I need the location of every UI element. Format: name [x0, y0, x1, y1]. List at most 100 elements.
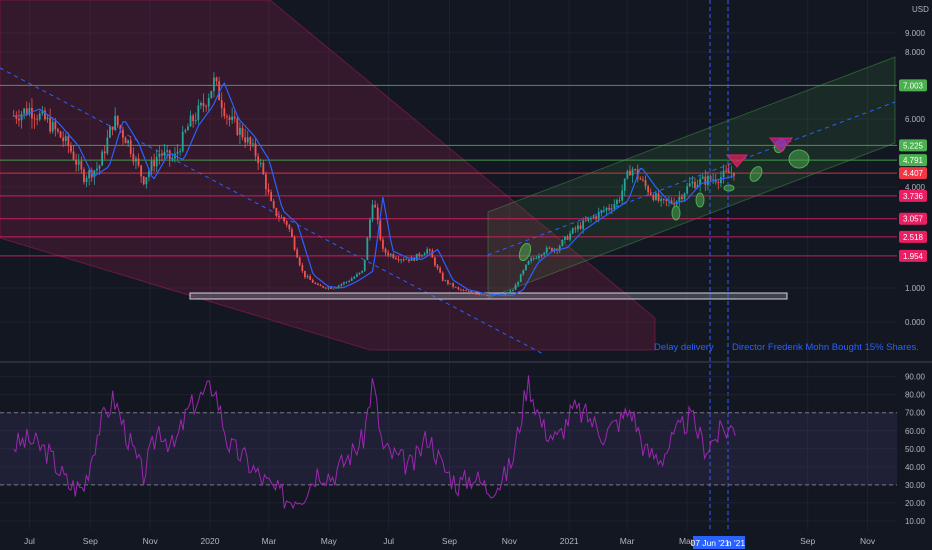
candle-body — [595, 216, 598, 219]
candle-body — [278, 215, 280, 218]
candle-body — [566, 236, 569, 240]
candle-body — [486, 295, 488, 296]
x-tick-label: 2020 — [201, 536, 220, 546]
date-label-2: n '21 — [727, 538, 745, 548]
candle-body — [629, 170, 631, 176]
candle-body — [166, 150, 169, 152]
candle-body — [272, 200, 275, 208]
candle-body — [150, 160, 153, 172]
candle-body — [670, 200, 673, 203]
candle-body — [129, 140, 132, 154]
candle-body — [467, 291, 470, 292]
price-axis[interactable]: USD 9.000 8.000 6.000 4.000 1.000 0.000 — [905, 5, 929, 327]
candle-body — [140, 165, 143, 177]
candle-body — [153, 160, 156, 167]
candle-body — [254, 143, 257, 157]
candle-body — [722, 170, 725, 178]
candle-body — [712, 179, 715, 181]
candle-body — [366, 237, 369, 261]
candle-body — [228, 117, 231, 121]
y-tick-label: 9.000 — [905, 29, 926, 38]
candle-body — [171, 158, 174, 160]
candle-body — [51, 121, 54, 132]
candle-body — [397, 259, 400, 261]
candle-body — [49, 117, 52, 132]
time-axis[interactable]: Jul Sep Nov 2020 Mar May Jul Sep Nov 2021 Mar May Se… — [24, 536, 876, 549]
x-tick-label: Jul — [383, 536, 394, 546]
candle-body — [327, 287, 330, 289]
rsi-pane[interactable] — [0, 375, 897, 522]
y-tick-label: 6.000 — [905, 115, 926, 124]
candle-body — [709, 175, 712, 180]
candle-body — [590, 218, 592, 219]
candle-body — [28, 107, 31, 115]
candle-body — [296, 249, 299, 258]
candle-body — [577, 225, 579, 230]
candle-body — [389, 254, 392, 256]
candle-body — [176, 151, 179, 154]
candle-body — [54, 121, 57, 130]
rsi-axis[interactable]: 90.00 80.00 70.00 60.00 50.00 40.00 30.00 20.00… — [905, 373, 926, 526]
candle-body — [262, 162, 265, 175]
price-level-box — [899, 79, 927, 92]
candle-body — [135, 158, 137, 162]
candle-body — [345, 281, 348, 283]
candle-body — [584, 220, 587, 222]
candle-body — [519, 274, 522, 283]
candle-body — [696, 184, 699, 188]
candle-body — [613, 204, 616, 209]
candle-body — [202, 103, 205, 107]
candle-body — [649, 192, 652, 195]
candle-body — [517, 282, 520, 285]
candle-body — [96, 168, 98, 171]
price-level-label: 1.954 — [903, 252, 924, 261]
date-label-box-1 — [693, 536, 727, 549]
candle-body — [236, 118, 239, 135]
candle-body — [371, 204, 374, 220]
candle-body — [392, 254, 395, 258]
rsi-tick-label: 10.00 — [905, 517, 926, 526]
rsi-tick-label: 50.00 — [905, 445, 926, 454]
candle-body — [241, 127, 244, 138]
candle-body — [681, 196, 683, 199]
candle-body — [215, 77, 218, 82]
candle-body — [384, 248, 387, 253]
candle-body — [525, 264, 527, 271]
candle-body — [621, 190, 624, 201]
x-tick-label: Nov — [502, 536, 518, 546]
candle-body — [509, 290, 512, 294]
candle-body — [293, 237, 296, 250]
candle-body — [119, 125, 122, 130]
candle-body — [124, 137, 127, 144]
candle-body — [322, 286, 325, 288]
price-level-box — [899, 139, 927, 152]
candle-body — [314, 282, 317, 284]
candle-body — [137, 158, 140, 166]
candle-body — [155, 156, 158, 167]
candle-body — [707, 175, 709, 185]
annotation-delay-delivery: Delay delivery — [654, 342, 714, 353]
candle-body — [454, 286, 457, 288]
candle-body — [478, 294, 481, 295]
candle-body — [158, 153, 161, 157]
candle-body — [727, 170, 730, 174]
candle-body — [213, 77, 215, 91]
candle-body — [358, 272, 361, 275]
rsi-tick-label: 90.00 — [905, 373, 926, 382]
candle-body — [142, 176, 145, 185]
down-channel-midline — [0, 67, 546, 356]
price-pane[interactable]: Delay delivery Director Frederik Mohn Bo… — [0, 0, 919, 530]
candle-body — [444, 280, 447, 282]
candle-body — [301, 265, 304, 271]
candle-body — [85, 178, 88, 183]
candle-body — [382, 239, 384, 249]
candle-body — [488, 294, 491, 296]
price-level-label: 4.407 — [903, 169, 924, 178]
candle-body — [275, 207, 278, 216]
candle-body — [660, 198, 663, 201]
moving-average-line — [13, 81, 735, 297]
candle-body — [168, 150, 171, 159]
candle-body — [145, 177, 148, 185]
candle-body — [44, 110, 46, 120]
